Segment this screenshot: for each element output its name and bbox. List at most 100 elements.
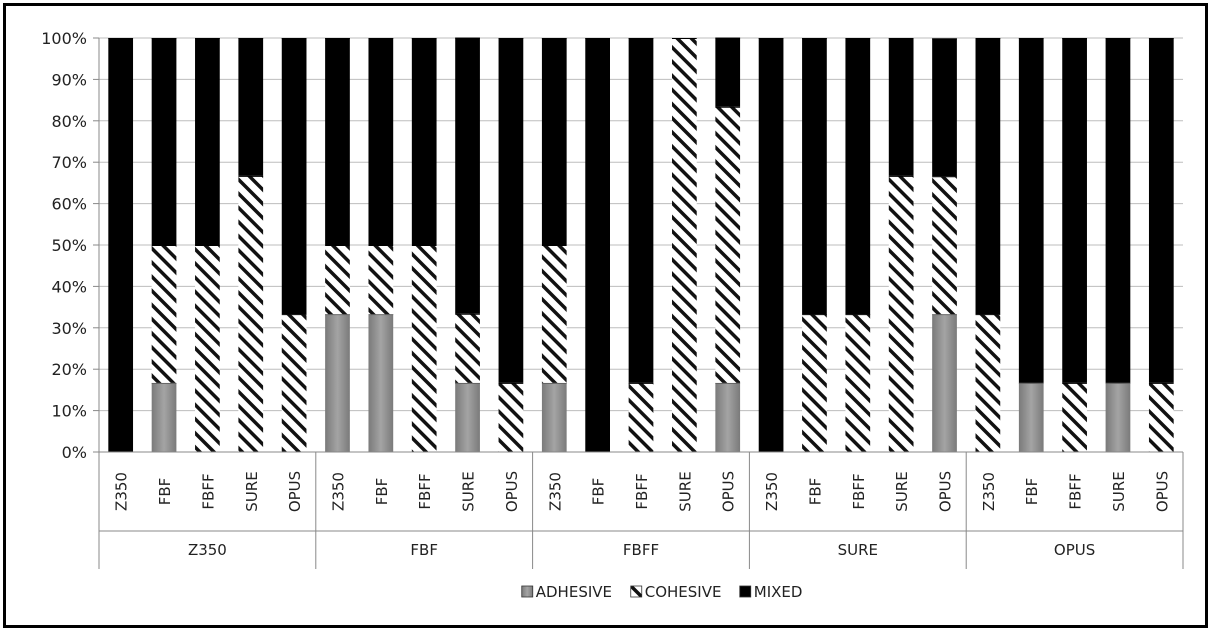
legend: ADHESIVE COHESIVE MIXED <box>521 583 803 601</box>
x-category-label: FBF <box>156 478 174 506</box>
legend-label-mixed: MIXED <box>754 583 803 601</box>
bar-segment-mixed <box>368 38 394 245</box>
x-category-label: OPUS <box>1153 471 1171 512</box>
y-axis-ticks: 0% 10% 20% 30% 40% 50% 60% 70% 80% 90% 100% <box>41 29 100 462</box>
bar-segment-mixed <box>585 38 610 452</box>
bar-segment-cohesive <box>281 314 307 452</box>
bar-segment-mixed <box>455 37 480 314</box>
bar-segment-mixed <box>151 38 177 245</box>
x-group-label: SURE <box>838 541 878 559</box>
bar-segment-cohesive <box>411 245 437 452</box>
bar-segment-adhesive <box>1018 382 1044 452</box>
bar-segment-mixed <box>845 38 871 315</box>
x-category-label: FBF <box>1023 478 1041 506</box>
y-tick-label: 80% <box>51 112 87 131</box>
y-tick-label: 90% <box>51 70 87 89</box>
x-category-label: Z350 <box>113 472 131 511</box>
bar-segment-adhesive <box>541 382 567 452</box>
y-tick-label: 40% <box>51 277 87 296</box>
x-category-label: SURE <box>243 471 261 511</box>
bar-segment-mixed <box>541 38 567 245</box>
x-category-label: FBFF <box>1067 473 1085 509</box>
bar-segment-cohesive <box>541 245 567 383</box>
x-category-label: SURE <box>676 471 694 511</box>
x-category-label: OPUS <box>286 471 304 512</box>
bar-segment-cohesive <box>195 245 220 452</box>
x-category-label: FBFF <box>199 473 217 509</box>
legend-swatch-cohesive <box>630 585 643 598</box>
bar-segment-adhesive <box>1105 382 1131 452</box>
bar-segment-cohesive <box>845 314 871 452</box>
bar-segment-cohesive <box>238 175 264 452</box>
y-tick-label: 50% <box>51 236 87 255</box>
x-category-label: SURE <box>893 471 911 511</box>
x-category-label: OPUS <box>720 471 738 512</box>
bar-segment-adhesive <box>932 314 957 452</box>
x-group-label: FBF <box>410 541 438 559</box>
bar-segment-mixed <box>628 38 654 383</box>
bar-segment-mixed <box>715 37 741 107</box>
x-category-label: Z350 <box>329 472 347 511</box>
y-tick-label: 0% <box>62 443 87 462</box>
bar-segment-mixed <box>325 38 350 245</box>
x-group-label: FBFF <box>623 541 659 559</box>
bar-segment-cohesive <box>325 245 350 315</box>
bar-segment-cohesive <box>715 106 741 383</box>
x-category-label: FBFF <box>850 473 868 509</box>
bar-segment-cohesive <box>672 38 697 452</box>
bar-segment-adhesive <box>455 382 480 452</box>
bar-segment-cohesive <box>1148 382 1174 452</box>
x-category-label: Z350 <box>546 472 564 511</box>
bar-segment-adhesive <box>715 382 741 452</box>
bar-segment-mixed <box>1105 38 1131 383</box>
bar-segment-mixed <box>758 38 784 452</box>
x-category-label: Z350 <box>980 472 998 511</box>
y-tick-label: 10% <box>51 402 87 421</box>
bar-segment-mixed <box>932 38 957 177</box>
bar-segment-mixed <box>108 38 134 452</box>
bar-segment-mixed <box>195 38 220 245</box>
bar-segment-mixed <box>802 38 827 315</box>
bar-segment-cohesive <box>498 382 524 452</box>
bar-segment-adhesive <box>368 314 394 452</box>
y-tick-label: 20% <box>51 360 87 379</box>
bar-segment-mixed <box>888 38 914 176</box>
y-tick-label: 100% <box>41 29 87 48</box>
x-category-label: SURE <box>1110 471 1128 511</box>
bar-segment-mixed <box>1062 38 1087 383</box>
bar-segment-cohesive <box>455 313 480 383</box>
y-tick-label: 60% <box>51 195 87 214</box>
bar-segment-mixed <box>1148 38 1174 383</box>
x-group-label: OPUS <box>1054 541 1095 559</box>
x-category-label: FBFF <box>416 473 434 509</box>
bar-segment-mixed <box>1018 38 1044 383</box>
bar-segment-cohesive <box>975 314 1001 452</box>
bar-segment-mixed <box>281 38 307 315</box>
x-category-label: SURE <box>460 471 478 511</box>
bar-segment-cohesive <box>932 176 957 315</box>
bar-segment-mixed <box>238 38 264 176</box>
y-tick-label: 70% <box>51 153 87 172</box>
bar-segment-cohesive <box>151 245 177 383</box>
bar-segment-adhesive <box>325 314 350 452</box>
x-category-label: OPUS <box>937 471 955 512</box>
y-tick-label: 30% <box>51 319 87 338</box>
x-category-label: Z350 <box>763 472 781 511</box>
bar-segment-cohesive <box>888 175 914 452</box>
legend-label-cohesive: COHESIVE <box>645 583 722 601</box>
bar-segment-cohesive <box>1062 382 1087 452</box>
bars <box>108 37 1174 452</box>
chart-frame: 0% 10% 20% 30% 40% 50% 60% 70% 80% 90% 100% Z350 FB… <box>3 3 1208 628</box>
legend-label-adhesive: ADHESIVE <box>536 583 612 601</box>
x-category-label: FBF <box>806 478 824 506</box>
bar-segment-mixed <box>498 38 524 383</box>
x-category-label: OPUS <box>503 471 521 512</box>
bar-segment-cohesive <box>368 245 394 315</box>
legend-swatch-adhesive <box>521 585 534 598</box>
x-category-label: FBF <box>373 478 391 506</box>
bar-segment-mixed <box>975 38 1001 315</box>
x-axis: Z350 FBF FBFF SURE OPUS Z350 FBF FBFF SURE OPUS Z3… <box>98 451 1184 569</box>
bar-segment-mixed <box>411 38 437 245</box>
stacked-bar-chart: 0% 10% 20% 30% 40% 50% 60% 70% 80% 90% 100% Z350 FB… <box>41 29 1184 601</box>
x-category-label: FBFF <box>633 473 651 509</box>
